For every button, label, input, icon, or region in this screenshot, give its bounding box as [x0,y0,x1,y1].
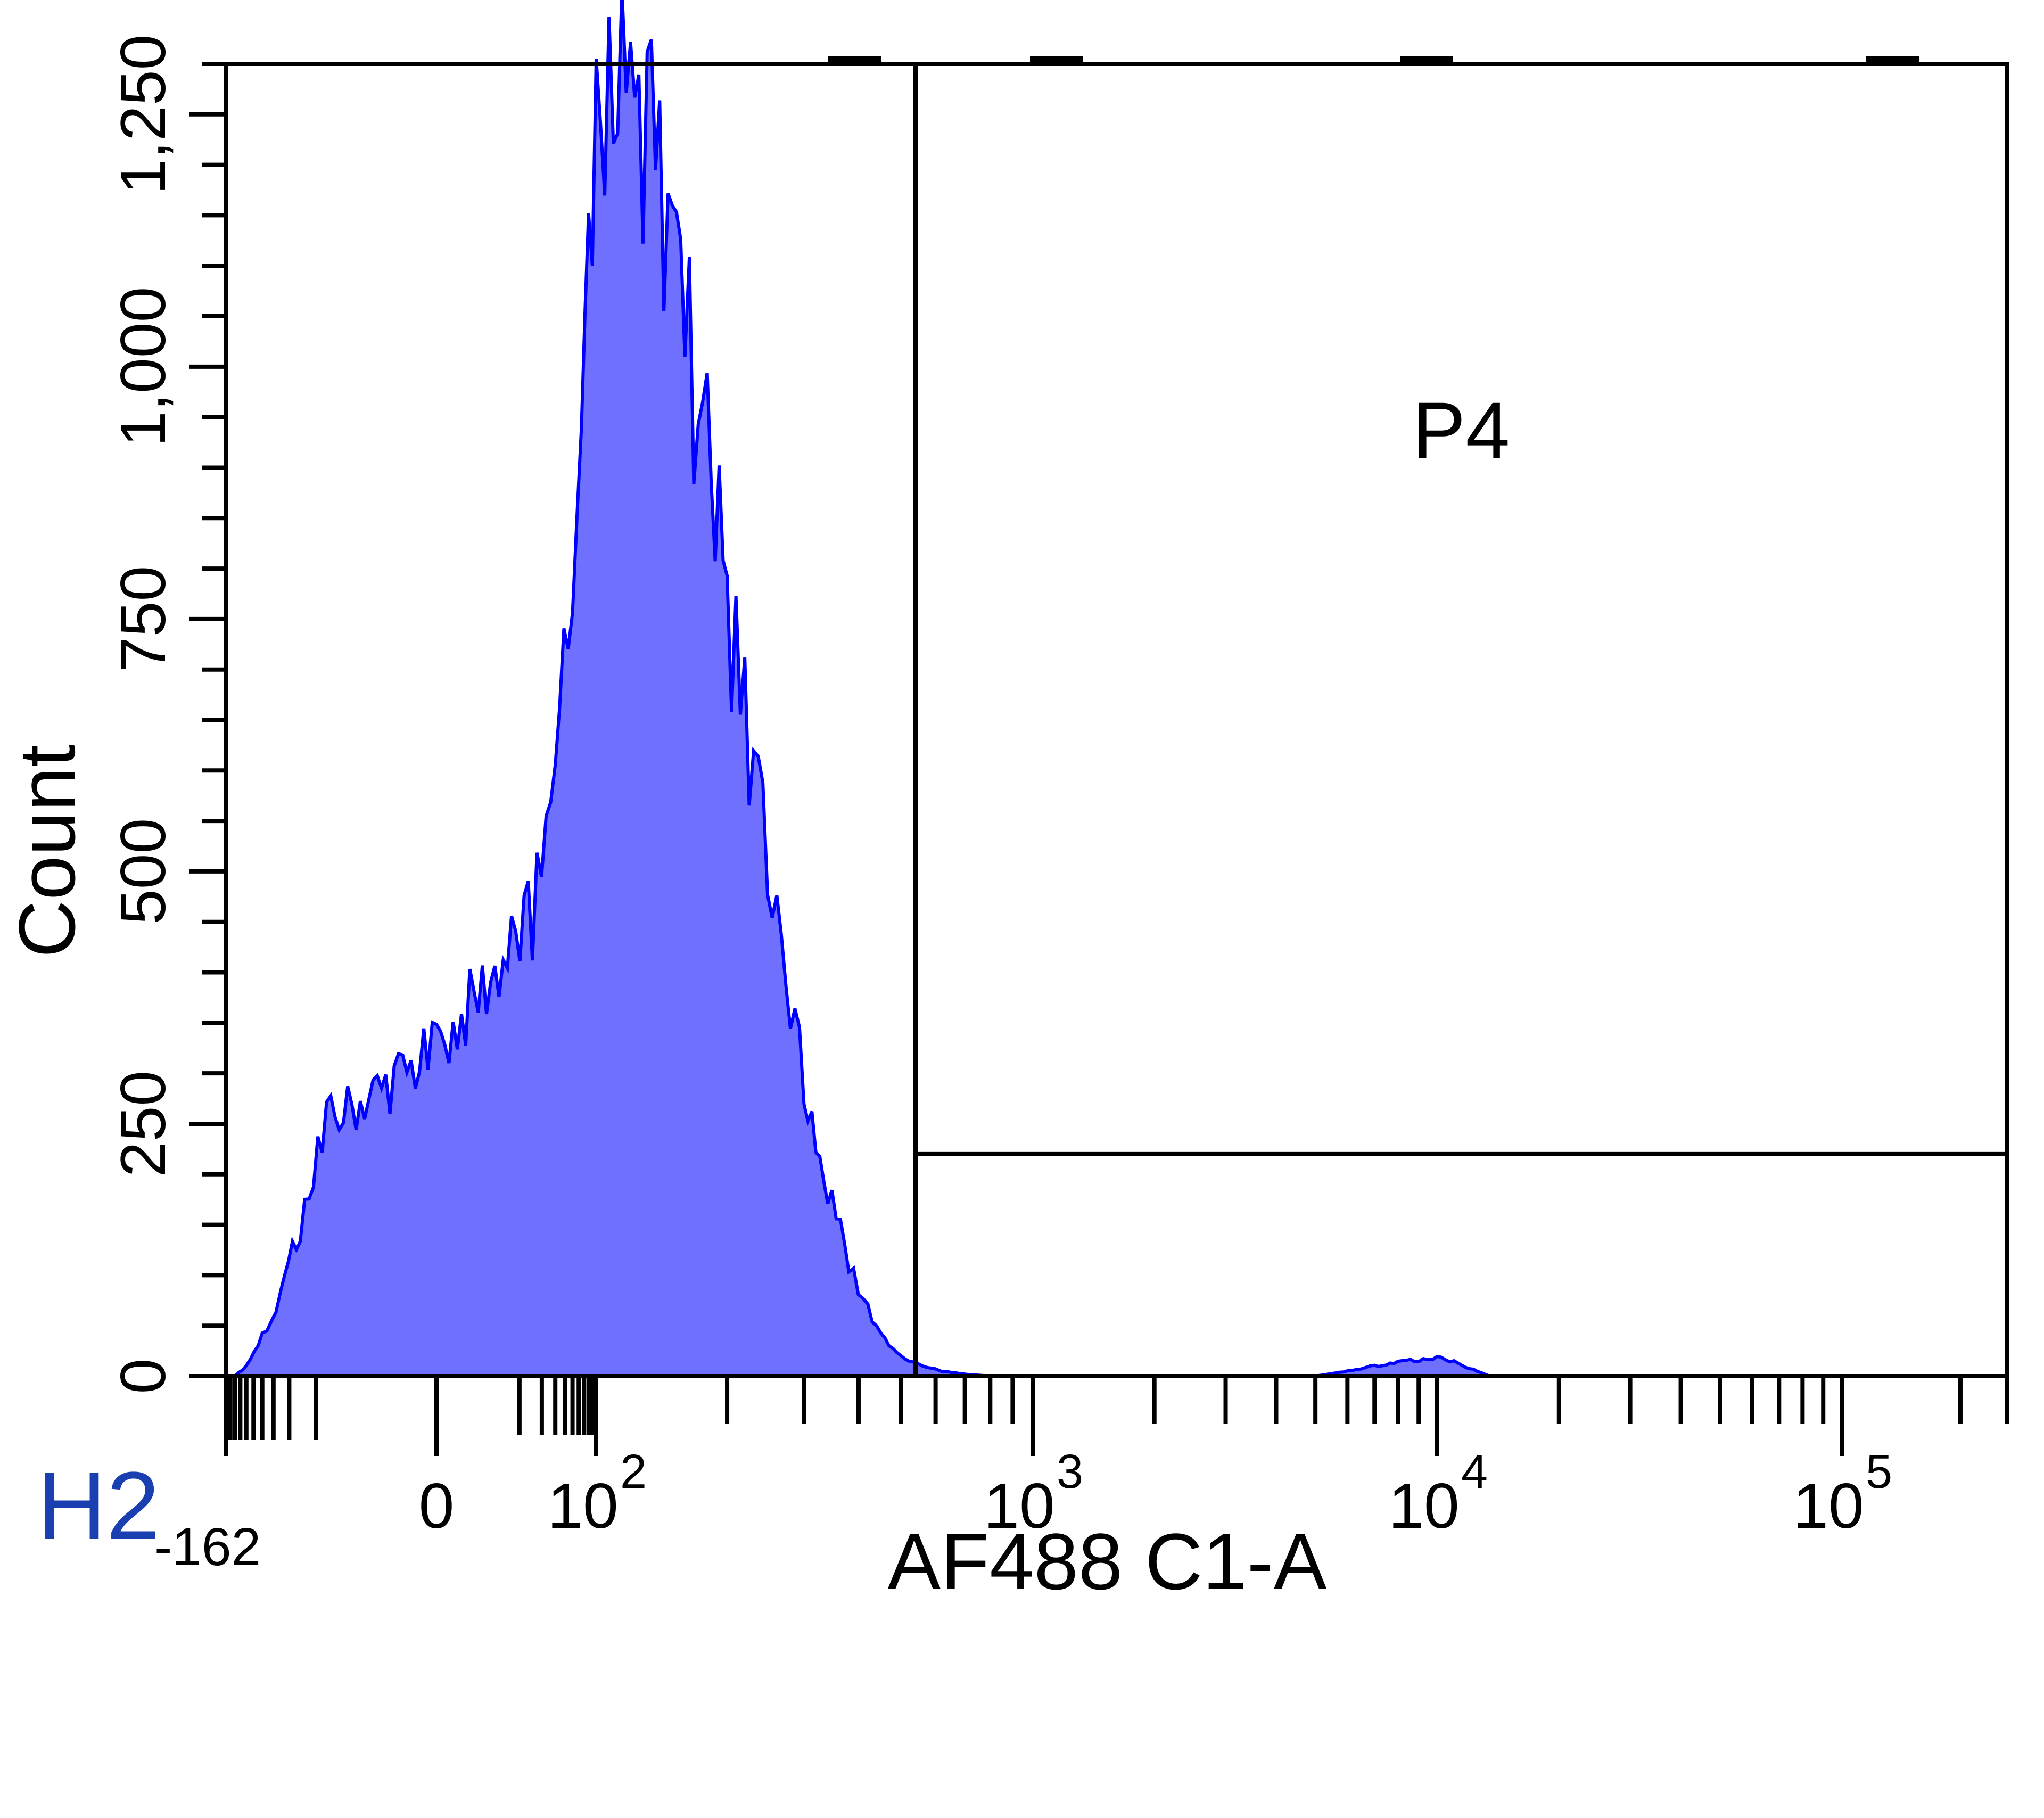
gate-layer [828,56,2007,1376]
x-tick-label: 0 [419,1470,455,1542]
x-tick-label: 10 [547,1470,618,1542]
x-axis-title: AF488 C1-A [887,1517,1326,1606]
x-tick-label: 10 [1793,1470,1864,1542]
x-tick-exponent: 2 [620,1445,647,1499]
histogram-series-1 [231,0,991,1378]
x-tick-label: 10 [984,1470,1054,1542]
x-tick-exponent: 4 [1461,1445,1488,1499]
y-tick-label: 1,250 [108,35,179,194]
histogram-series-2 [1315,1354,1491,1378]
y-tick-label: 500 [108,818,179,925]
x-tick-label: 10 [1388,1470,1459,1542]
y-tick-label: 250 [108,1071,179,1177]
y-axis: 0 250 500 750 1,000 1,250 [108,35,226,1394]
y-tick-label: 0 [108,1359,179,1394]
corner-label: H2 [37,1452,160,1559]
y-tick-label: 750 [108,566,179,672]
histogram-layer [231,0,1491,1378]
corner-sublabel: -162 [154,1517,261,1577]
y-axis-title: Count [2,745,92,958]
x-tick-exponent: 5 [1866,1445,1892,1499]
x-axis: 0 10 2 10 3 10 4 10 5 [224,1376,2009,1542]
x-tick-exponent: 3 [1057,1445,1083,1499]
gate-label: P4 [1412,385,1510,475]
y-tick-label: 1,000 [108,287,179,447]
